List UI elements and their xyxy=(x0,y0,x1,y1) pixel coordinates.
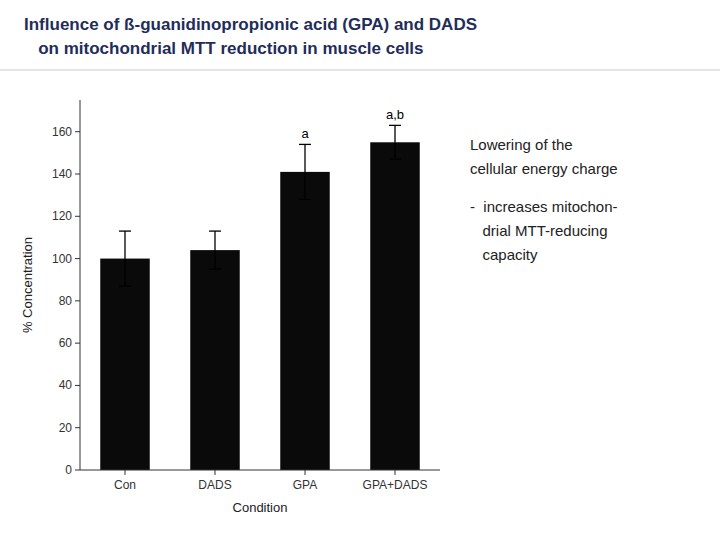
y-tick-label: 140 xyxy=(52,167,72,181)
plot-marks xyxy=(100,125,420,470)
title: Influence of ß-guanidinopropionic acid (… xyxy=(24,15,477,34)
annotation: a,b xyxy=(386,107,404,122)
error-cap xyxy=(389,159,401,160)
y-tick xyxy=(75,427,80,428)
y-tick xyxy=(75,131,80,132)
error-cap xyxy=(389,125,401,126)
x-axis-label: Condition xyxy=(233,500,288,515)
y-tick-label: 20 xyxy=(59,421,73,435)
error-bar xyxy=(119,231,131,286)
note-line: Lowering of the xyxy=(470,136,573,153)
subtitle: on mitochondrial MTT reduction in muscle… xyxy=(24,39,424,58)
x-axis-line xyxy=(80,470,440,471)
x-tick-label: Con xyxy=(114,478,136,492)
y-tick-label: 40 xyxy=(59,378,73,392)
error-stem xyxy=(124,231,125,286)
error-cap xyxy=(209,230,221,231)
y-tick xyxy=(75,343,80,344)
chart-root: Influence of ß-guanidinopropionic acid (… xyxy=(0,0,720,540)
x-tick xyxy=(395,470,396,475)
y-axis-line xyxy=(80,100,81,470)
y-tick xyxy=(75,385,80,386)
y-tick-label: 60 xyxy=(59,336,73,350)
y-tick xyxy=(75,174,80,175)
note-line: cellular energy charge xyxy=(470,160,618,177)
bar xyxy=(280,172,330,470)
annotation: a xyxy=(301,126,309,141)
note-line: - increases mitochon- xyxy=(470,198,618,215)
error-cap xyxy=(209,268,221,269)
x-tick xyxy=(125,470,126,475)
y-tick-label: 100 xyxy=(52,252,72,266)
bar xyxy=(100,259,150,470)
x-tick-label: DADS xyxy=(198,478,231,492)
x-tick-label: GPA xyxy=(293,478,317,492)
y-tick-label: 0 xyxy=(65,463,72,477)
bar xyxy=(370,142,420,470)
note-line: drial MTT-reducing xyxy=(470,222,608,239)
error-bar xyxy=(209,231,221,269)
error-cap xyxy=(299,144,311,145)
y-tick xyxy=(75,470,80,471)
error-bar xyxy=(389,125,401,159)
error-stem xyxy=(304,144,305,199)
y-tick-label: 160 xyxy=(52,125,72,139)
error-cap xyxy=(119,285,131,286)
separator xyxy=(0,70,720,71)
y-tick-label: 80 xyxy=(59,294,73,308)
x-tick xyxy=(305,470,306,475)
error-bar xyxy=(299,144,311,199)
y-tick xyxy=(75,300,80,301)
error-cap xyxy=(119,230,131,231)
y-tick xyxy=(75,216,80,217)
y-tick-label: 120 xyxy=(52,209,72,223)
error-cap xyxy=(299,199,311,200)
error-stem xyxy=(214,231,215,269)
error-stem xyxy=(394,125,395,159)
y-axis-label: % Concentration xyxy=(20,237,35,333)
x-tick-label: GPA+DADS xyxy=(363,478,428,492)
x-tick xyxy=(215,470,216,475)
note-line: capacity xyxy=(470,246,538,263)
bar xyxy=(190,250,240,470)
y-tick xyxy=(75,258,80,259)
